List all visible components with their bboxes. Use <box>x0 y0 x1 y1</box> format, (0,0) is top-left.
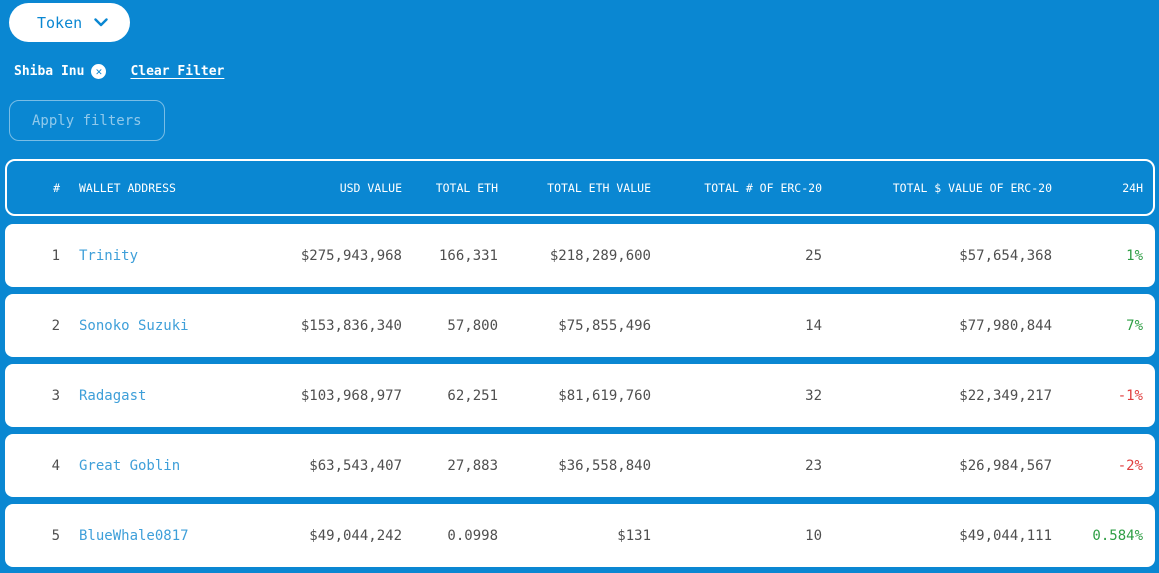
token-dropdown-button[interactable]: Token <box>9 3 131 42</box>
cell-erc20-usd-value: $26,984,567 <box>959 457 1052 474</box>
cell-rank: 5 <box>51 527 60 544</box>
header-usd-value: USD VALUE <box>339 180 402 195</box>
clear-filter-link[interactable]: Clear Filter <box>130 64 225 79</box>
cell-24h-change: -1% <box>1117 387 1143 404</box>
cell-total-eth-value: $81,619,760 <box>558 387 651 404</box>
cell-usd-value: $63,543,407 <box>309 457 402 474</box>
cell-total-eth: 62,251 <box>447 387 498 404</box>
wallets-table: # WALLET ADDRESS USD VALUE TOTAL ETH TOT… <box>0 159 1159 567</box>
wallet-address-link[interactable]: Great Goblin <box>79 457 181 474</box>
cell-erc20-usd-value: $49,044,111 <box>959 527 1052 544</box>
cell-total-eth-value: $36,558,840 <box>558 457 651 474</box>
cell-usd-value: $275,943,968 <box>300 247 402 264</box>
cell-usd-value: $49,044,242 <box>309 527 402 544</box>
wallet-address-link[interactable]: BlueWhale0817 <box>79 527 189 544</box>
cell-erc20-usd-value: $77,980,844 <box>959 317 1052 334</box>
wallet-address-link[interactable]: Radagast <box>79 387 147 404</box>
cell-rank: 3 <box>51 387 60 404</box>
cell-total-eth: 0.0998 <box>447 527 498 544</box>
header-erc20-usd-value: TOTAL $ VALUE OF ERC-20 <box>892 180 1052 195</box>
table-row[interactable]: 3 Radagast $103,968,977 62,251 $81,619,7… <box>5 364 1155 427</box>
cell-rank: 2 <box>51 317 60 334</box>
remove-filter-icon[interactable]: ✕ <box>91 64 107 79</box>
cell-total-eth: 27,883 <box>447 457 498 474</box>
cell-rank: 4 <box>51 457 60 474</box>
header-total-eth: TOTAL ETH <box>435 180 498 195</box>
cell-erc20-usd-value: $22,349,217 <box>959 387 1052 404</box>
cell-rank: 1 <box>51 247 60 264</box>
table-header-row: # WALLET ADDRESS USD VALUE TOTAL ETH TOT… <box>5 159 1155 216</box>
cell-total-eth: 166,331 <box>438 247 498 264</box>
cell-erc20-count: 10 <box>805 527 822 544</box>
header-rank: # <box>53 180 60 195</box>
header-wallet-address: WALLET ADDRESS <box>79 180 176 195</box>
chevron-down-icon <box>94 18 108 27</box>
cell-erc20-count: 32 <box>805 387 822 404</box>
cell-erc20-usd-value: $57,654,368 <box>959 247 1052 264</box>
header-erc20-count: TOTAL # OF ERC-20 <box>704 180 822 195</box>
filter-chip-label: Shiba Inu <box>14 64 85 79</box>
cell-erc20-count: 14 <box>805 317 822 334</box>
cell-total-eth-value: $218,289,600 <box>549 247 651 264</box>
active-filters-bar: Shiba Inu ✕ Clear Filter <box>14 64 1159 79</box>
cell-usd-value: $103,968,977 <box>300 387 402 404</box>
table-row[interactable]: 4 Great Goblin $63,543,407 27,883 $36,55… <box>5 434 1155 497</box>
cell-24h-change: -2% <box>1117 457 1143 474</box>
table-row[interactable]: 2 Sonoko Suzuki $153,836,340 57,800 $75,… <box>5 294 1155 357</box>
cell-total-eth-value: $131 <box>617 527 651 544</box>
cell-erc20-count: 25 <box>805 247 822 264</box>
wallet-address-link[interactable]: Trinity <box>79 247 139 264</box>
cell-24h-change: 7% <box>1126 317 1143 334</box>
wallet-address-link[interactable]: Sonoko Suzuki <box>79 317 189 334</box>
table-row[interactable]: 5 BlueWhale0817 $49,044,242 0.0998 $131 … <box>5 504 1155 567</box>
token-dropdown-label: Token <box>37 13 83 32</box>
apply-filters-button[interactable]: Apply filters <box>9 100 165 141</box>
cell-usd-value: $153,836,340 <box>300 317 402 334</box>
cell-24h-change: 1% <box>1126 247 1143 264</box>
cell-24h-change: 0.584% <box>1092 527 1143 544</box>
header-24h-change: 24H <box>1122 180 1143 195</box>
filter-chip-shiba-inu: Shiba Inu ✕ <box>14 64 107 79</box>
cell-erc20-count: 23 <box>805 457 822 474</box>
table-row[interactable]: 1 Trinity $275,943,968 166,331 $218,289,… <box>5 224 1155 287</box>
cell-total-eth-value: $75,855,496 <box>558 317 651 334</box>
header-total-eth-value: TOTAL ETH VALUE <box>547 180 651 195</box>
cell-total-eth: 57,800 <box>447 317 498 334</box>
